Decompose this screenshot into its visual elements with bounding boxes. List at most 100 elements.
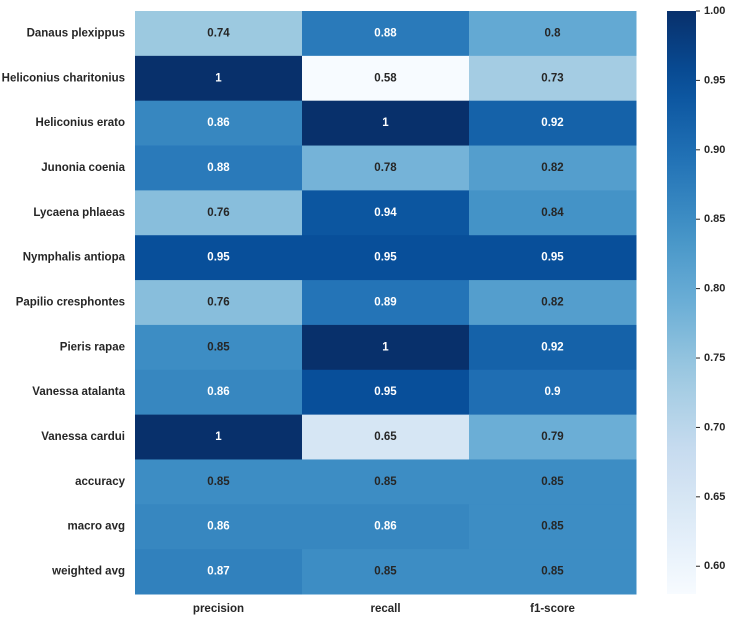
heatmap-cell	[469, 369, 637, 416]
cell-value-label: 0.9	[545, 386, 561, 398]
heatmap-cell	[135, 145, 303, 191]
cell-value-label: 0.76	[207, 207, 229, 219]
colorbar-tick-label: 0.90	[704, 144, 725, 156]
heatmap-cell	[302, 190, 470, 236]
cell-value-label: 0.85	[207, 341, 230, 353]
column-label: f1-score	[530, 603, 575, 615]
heatmap-cell	[469, 414, 637, 460]
row-label: Pieris rapae	[60, 341, 125, 353]
cell-value-label: 0.89	[374, 297, 396, 309]
heatmap-cell	[302, 280, 470, 326]
cell-value-label: 1	[215, 72, 222, 84]
cell-value-label: 0.95	[374, 386, 397, 398]
heatmap-cell	[469, 280, 637, 326]
heatmap-cell	[302, 11, 470, 57]
cell-value-label: 0.88	[374, 27, 397, 39]
cell-value-label: 0.85	[207, 476, 230, 488]
heatmap-cell	[135, 414, 303, 460]
heatmap-cell	[135, 235, 303, 281]
heatmap-cell	[469, 504, 637, 550]
row-label: accuracy	[75, 476, 125, 488]
cell-value-label: 0.92	[541, 341, 563, 353]
cell-value-label: 0.82	[541, 162, 563, 174]
colorbar-tick-label: 0.80	[704, 283, 725, 295]
colorbar-tick-label: 1.00	[704, 5, 725, 17]
row-label: Vanessa atalanta	[32, 386, 125, 398]
cell-value-label: 1	[382, 341, 389, 353]
colorbar-tick-label: 0.70	[704, 421, 725, 433]
cell-value-label: 0.95	[541, 252, 564, 264]
heatmap-cell	[135, 100, 303, 147]
heatmap-cell	[302, 324, 470, 371]
heatmap-cell	[135, 11, 303, 57]
cell-value-label: 1	[382, 117, 389, 129]
column-label: precision	[193, 603, 244, 615]
colorbar: 0.60 0.65 0.70 0.75 0.80 0.85 0.90 0.95 1.00	[667, 5, 725, 594]
heatmap-cell	[302, 100, 470, 147]
cell-value-label: 0.95	[374, 252, 397, 264]
cell-value-label: 0.94	[374, 207, 397, 219]
cell-value-label: 0.84	[541, 207, 564, 219]
heatmap-cell	[469, 55, 637, 102]
cell-value-label: 0.8	[545, 27, 562, 39]
cell-value-label: 0.95	[207, 252, 230, 264]
cell-value-label: 0.65	[374, 431, 397, 443]
heatmap-cell	[469, 11, 637, 57]
row-label: weighted avg	[51, 566, 125, 578]
heatmap-cells: 0.74 0.88 0.8 1 0.58 0.73 0.86 1 0.92 0.88 0.78 0.8…	[135, 11, 637, 595]
cell-value-label: 0.85	[541, 476, 564, 488]
cell-value-label: 0.82	[541, 297, 563, 309]
cell-value-label: 0.85	[541, 521, 564, 533]
row-label: macro avg	[67, 521, 125, 533]
heatmap-cell	[302, 414, 470, 460]
heatmap-cell	[302, 235, 470, 281]
cell-value-label: 0.74	[207, 27, 230, 39]
heatmap-cell	[469, 459, 637, 505]
heatmap-cell	[302, 145, 470, 191]
heatmap-cell	[469, 549, 637, 595]
colorbar-tick-label: 0.95	[704, 74, 725, 86]
heatmap-cell	[135, 459, 303, 505]
heatmap-cell	[302, 55, 470, 102]
row-labels: Danaus plexippus Heliconius charitonius He…	[2, 27, 126, 577]
heatmap-cell	[469, 190, 637, 236]
heatmap-cell	[135, 369, 303, 416]
cell-value-label: 1	[215, 431, 222, 443]
heatmap-cell	[135, 280, 303, 326]
cell-value-label: 0.86	[207, 386, 229, 398]
cell-value-label: 0.78	[374, 162, 397, 174]
cell-value-label: 0.86	[207, 117, 229, 129]
heatmap-cell	[302, 369, 470, 416]
row-label: Junonia coenia	[41, 162, 125, 174]
heatmap-cell	[135, 55, 303, 102]
heatmap-cell	[135, 549, 303, 595]
row-label: Papilio cresphontes	[16, 297, 125, 309]
colorbar-tick-label: 0.60	[704, 560, 725, 572]
cell-value-label: 0.85	[374, 476, 397, 488]
row-label: Danaus plexippus	[27, 27, 125, 39]
row-label: Lycaena phlaeas	[33, 207, 125, 219]
row-label: Heliconius charitonius	[2, 72, 125, 84]
heatmap-cell	[302, 549, 470, 595]
cell-value-label: 0.86	[374, 521, 396, 533]
cell-value-label: 0.79	[541, 431, 563, 443]
heatmap-cell	[469, 324, 637, 371]
column-label: recall	[370, 603, 400, 615]
colorbar-gradient	[667, 11, 696, 594]
heatmap-cell	[469, 145, 637, 191]
row-label: Nymphalis antiopa	[23, 252, 126, 264]
cell-value-label: 0.73	[541, 72, 563, 84]
colorbar-tick-label: 0.85	[704, 213, 725, 225]
heatmap-cell	[302, 504, 470, 550]
cell-value-label: 0.92	[541, 117, 563, 129]
cell-value-label: 0.58	[374, 72, 397, 84]
cell-value-label: 0.87	[207, 566, 229, 578]
heatmap-cell	[469, 100, 637, 147]
cell-value-label: 0.76	[207, 297, 229, 309]
heatmap-cell	[135, 504, 303, 550]
row-label: Heliconius erato	[36, 117, 125, 129]
heatmap-cell	[135, 324, 303, 371]
cell-value-label: 0.85	[541, 566, 564, 578]
heatmap-cell	[302, 459, 470, 505]
